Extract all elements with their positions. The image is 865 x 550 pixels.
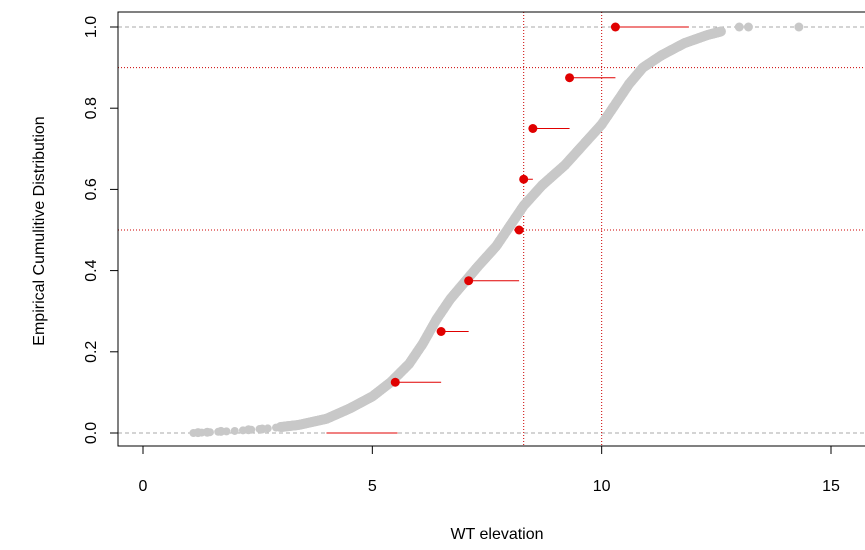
red-step-point — [436, 327, 446, 336]
grey-ecdf-point — [263, 424, 272, 433]
grey-ecdf-point — [794, 22, 804, 32]
grey-ecdf-point — [247, 425, 256, 434]
y-tick-label: 0.6 — [83, 178, 100, 200]
axes — [117, 11, 865, 447]
red-step-point — [464, 276, 474, 286]
grey-ecdf-points — [189, 22, 804, 438]
grey-ecdf-point — [197, 428, 206, 437]
y-axis-label: Empirical Cumulitive Distribution — [31, 116, 48, 345]
grey-ecdf-point — [222, 427, 231, 436]
grey-ecdf-point — [238, 426, 247, 435]
red-step-point — [610, 22, 620, 32]
y-tick-label: 0.8 — [83, 97, 100, 119]
red-step-point — [514, 225, 524, 235]
y-ticks: 0.0 0.2 0.4 0.6 0.8 1.0 — [83, 16, 118, 444]
red-step-points — [326, 22, 689, 434]
x-tick-label: 15 — [822, 478, 840, 495]
x-ticks: 0 5 10 15 — [139, 446, 840, 495]
red-step-point — [528, 124, 538, 133]
y-tick-label: 0.4 — [83, 259, 100, 281]
plot-frame — [117, 11, 865, 447]
grey-ecdf-point — [205, 428, 214, 437]
y-tick-label: 0.0 — [83, 422, 100, 444]
grey-ecdf-point — [214, 427, 223, 436]
red-step-point — [565, 73, 575, 83]
y-tick-label: 0.2 — [83, 341, 100, 363]
grey-ecdf-point — [272, 423, 281, 432]
y-tick-label: 1.0 — [83, 16, 100, 38]
red-step-point — [519, 174, 529, 184]
grey-ecdf-point — [743, 22, 753, 32]
grey-ecdf-point — [230, 426, 239, 435]
grey-ecdf-point — [255, 425, 264, 434]
x-tick-label: 0 — [139, 478, 148, 495]
grey-ecdf-point — [715, 26, 726, 37]
grey-ecdf-point — [734, 22, 744, 32]
x-axis-label: WT elevation — [450, 526, 543, 543]
red-step-point — [390, 377, 400, 387]
x-tick-label: 10 — [593, 478, 611, 495]
grey-ecdf-point — [189, 429, 198, 437]
x-tick-label: 5 — [368, 478, 377, 495]
